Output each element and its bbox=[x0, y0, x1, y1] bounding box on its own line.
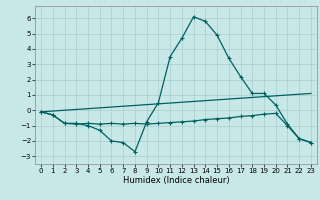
X-axis label: Humidex (Indice chaleur): Humidex (Indice chaleur) bbox=[123, 176, 229, 185]
